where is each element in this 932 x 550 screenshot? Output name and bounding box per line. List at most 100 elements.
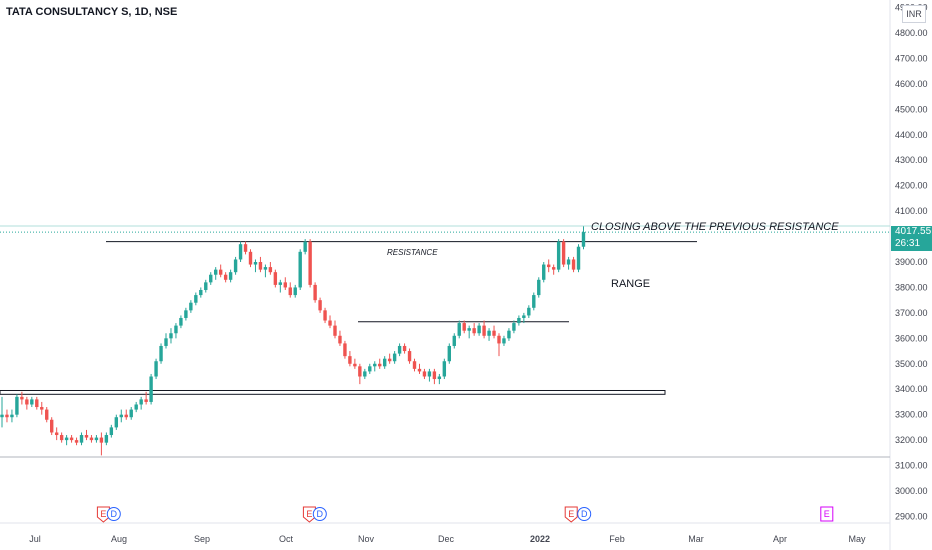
candle-body[interactable] [566,259,571,265]
candle-body[interactable] [368,366,372,372]
candle-body[interactable] [576,246,581,270]
candle-body[interactable] [323,310,327,321]
candle-body[interactable] [422,371,427,377]
candle-body[interactable] [417,368,422,372]
candle-body[interactable] [25,399,29,405]
candle-body[interactable] [397,345,402,354]
candle-body[interactable] [40,407,44,410]
candle-body[interactable] [124,414,128,418]
candle-body[interactable] [338,335,342,344]
candle-body[interactable] [358,366,362,377]
candle-body[interactable] [482,325,486,336]
candle-body[interactable] [432,371,437,380]
candle-body[interactable] [348,356,352,364]
candle-body[interactable] [407,351,412,362]
candle-body[interactable] [174,325,178,334]
candle-body[interactable] [467,328,471,331]
candle-body[interactable] [318,300,322,311]
candle-body[interactable] [64,437,69,441]
candle-body[interactable] [492,330,496,336]
candle-body[interactable] [144,399,148,402]
candle-body[interactable] [542,264,546,280]
candle-body[interactable] [109,427,114,436]
candle-body[interactable] [248,251,253,265]
candle-body[interactable] [487,330,491,336]
candle-body[interactable] [293,287,297,296]
candle-body[interactable] [522,315,526,318]
candle-body[interactable] [517,317,521,324]
support-zone-box[interactable] [0,389,666,395]
candle-body[interactable] [179,317,183,326]
candle-body[interactable] [79,435,84,443]
candle-body[interactable] [313,284,317,301]
candle-body[interactable] [442,361,447,377]
candle-body[interactable] [363,371,367,377]
candle-body[interactable] [551,267,556,270]
candle-body[interactable] [129,409,133,418]
candle-body[interactable] [502,338,506,344]
candle-body[interactable] [30,399,34,405]
candle-body[interactable] [54,432,59,436]
candle-body[interactable] [278,282,283,285]
candle-body[interactable] [99,437,104,443]
candle-body[interactable] [308,241,312,285]
candle-body[interactable] [20,396,24,400]
candle-body[interactable] [15,396,19,415]
candle-body[interactable] [462,323,466,331]
candle-body[interactable] [527,307,531,316]
candle-body[interactable] [238,244,243,260]
candle-body[interactable] [328,320,332,326]
candle-body[interactable] [457,323,461,336]
candle-body[interactable] [45,409,49,420]
candle-body[interactable] [59,435,64,441]
candle-body[interactable] [169,333,173,339]
candle-body[interactable] [512,323,516,331]
candle-body[interactable] [387,358,392,362]
candle-body[interactable] [437,376,442,380]
candle-body[interactable] [378,363,382,367]
candle-body[interactable] [84,435,89,438]
candle-body[interactable] [189,302,193,311]
dividend-marker[interactable] [577,507,592,521]
candle-body[interactable] [119,414,123,418]
earnings-marker[interactable] [302,506,316,523]
candle-body[interactable] [343,343,347,357]
candle-body[interactable] [258,262,263,270]
candle-body[interactable] [194,295,198,303]
candle-body[interactable] [218,269,223,275]
candle-body[interactable] [472,328,476,334]
candle-body[interactable] [412,361,417,369]
candle-body[interactable] [298,251,302,288]
candle-body[interactable] [209,274,213,283]
candle-body[interactable] [233,259,238,273]
candle-body[interactable] [333,325,337,336]
candle-body[interactable] [243,244,248,252]
candle-body[interactable] [537,279,541,296]
candle-body[interactable] [382,358,387,367]
candle-body[interactable] [452,335,456,346]
candle-body[interactable] [427,371,432,377]
candle-body[interactable] [69,437,74,441]
candle-body[interactable] [50,419,54,433]
candle-body[interactable] [497,335,501,344]
candle-body[interactable] [303,241,307,252]
candle-body[interactable] [392,353,397,362]
candle-body[interactable] [184,310,188,318]
candle-body[interactable] [447,345,451,362]
candle-body[interactable] [104,435,109,443]
candle-body[interactable] [35,399,39,408]
candle-body[interactable] [273,272,278,285]
candle-body[interactable] [556,241,561,270]
candle-body[interactable] [263,267,268,270]
candle-body[interactable] [253,262,258,265]
candle-body[interactable] [94,437,99,441]
candle-body[interactable] [164,338,168,346]
candle-body[interactable] [10,414,14,418]
candle-body[interactable] [532,295,536,308]
candle-body[interactable] [199,289,203,296]
candle-body[interactable] [204,282,208,290]
candle-body[interactable] [283,282,287,288]
candle-body[interactable] [5,414,9,418]
symbol-title[interactable]: TATA CONSULTANCY S, 1D, NSE [6,6,178,18]
